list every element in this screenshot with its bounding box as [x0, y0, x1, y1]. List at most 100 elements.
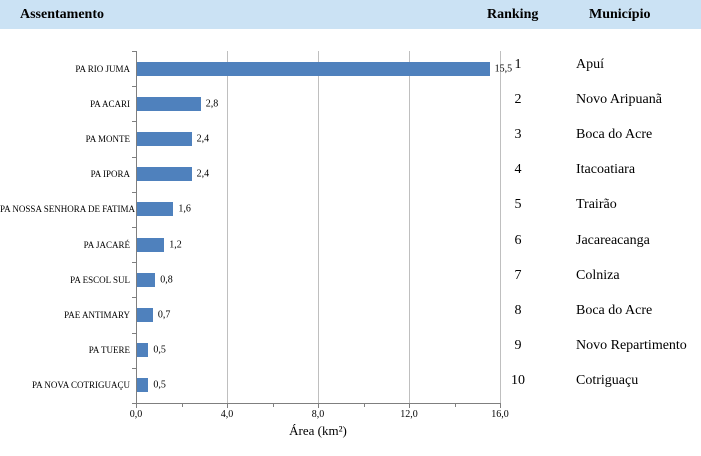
municipio-name: Trairão	[576, 197, 617, 213]
ranking-row: 3 Boca do Acre	[0, 117, 701, 152]
bar-value-label: 2,4	[196, 133, 210, 145]
x-tick-label: 0,0	[129, 409, 143, 420]
gridline	[318, 51, 319, 403]
x-tick-label: 12,0	[400, 409, 418, 420]
bar-row: PAE ANTIMARY 0,7	[0, 297, 701, 332]
ranking-row: 2 Novo Aripuanã	[0, 82, 701, 117]
value-axis-major-tick	[500, 403, 501, 408]
value-axis-major-tick	[227, 403, 228, 408]
category-label: PA RIO JUMA	[75, 63, 130, 74]
bar-row: PA TUERE 0,5	[0, 333, 701, 368]
municipio-name: Apuí	[576, 56, 604, 72]
category-label: PAE ANTIMARY	[64, 309, 130, 320]
gridline	[227, 51, 228, 403]
bar-value-label: 0,5	[153, 379, 166, 391]
municipio-name: Novo Repartimento	[576, 338, 687, 354]
category-axis-tick	[132, 192, 136, 193]
category-label: PA ESCOL SUL	[70, 274, 130, 285]
category-axis-tick	[132, 368, 136, 369]
category-axis-line	[136, 51, 137, 403]
ranking-row: 1 Apuí	[0, 47, 701, 82]
rank-number: 10	[511, 373, 525, 389]
category-label: PA TUERE	[88, 345, 130, 356]
bar-row: PA RIO JUMA 15,5	[0, 51, 701, 86]
category-axis-tick	[132, 227, 136, 228]
bar	[137, 167, 192, 182]
ranking-row: 8 Boca do Acre	[0, 293, 701, 328]
ranking-row: 10 Cotriguaçu	[0, 364, 701, 399]
rank-number: 4	[514, 162, 522, 178]
bar	[137, 343, 149, 358]
ranking-row: 4 Itacoatiara	[0, 153, 701, 188]
municipio-name: Cotriguaçu	[576, 373, 639, 389]
category-label: PA NOVA COTRIGUAÇU	[31, 380, 130, 391]
ranking-row: 6 Jacareacanga	[0, 223, 701, 258]
rank-number: 7	[514, 267, 522, 283]
bar-value-label: 0,7	[157, 309, 171, 321]
ranking-row: 5 Trairão	[0, 188, 701, 223]
ranking-row: 7 Colniza	[0, 258, 701, 293]
category-axis-tick	[132, 333, 136, 334]
bar-value-label: 0,5	[153, 344, 166, 356]
bar-row: PA JACARÉ 1,2	[0, 227, 701, 262]
rank-number: 3	[514, 126, 522, 142]
rank-number: 1	[514, 56, 522, 72]
bar	[137, 202, 174, 217]
header-cell-assentamento: Assentamento	[20, 7, 104, 22]
municipio-name: Itacoatiara	[576, 162, 636, 178]
x-tick-label: 4,0	[220, 409, 234, 420]
bar	[137, 237, 165, 252]
category-axis-tick	[132, 121, 136, 122]
bar-row: PA MONTE 2,4	[0, 121, 701, 156]
category-label: PA NOSSA SENHORA DE FATIMA	[0, 204, 136, 215]
category-axis-tick	[132, 297, 136, 298]
value-axis-major-tick	[318, 403, 319, 408]
bar	[137, 61, 490, 76]
bar	[137, 307, 153, 322]
bar-value-label: 2,4	[196, 168, 210, 180]
value-axis-minor-tick	[363, 403, 365, 407]
value-axis-minor-tick	[272, 403, 274, 407]
category-label: PA JACARÉ	[83, 239, 130, 250]
gridline	[409, 51, 410, 403]
bar	[137, 378, 149, 393]
rank-number: 6	[514, 232, 522, 248]
municipio-name: Boca do Acre	[576, 302, 653, 318]
rank-number: 5	[514, 197, 522, 213]
bar-value-label: 1,2	[169, 239, 182, 251]
bar-value-label: 2,8	[205, 98, 219, 110]
header-cell-ranking: Ranking	[487, 7, 539, 22]
x-axis-title: Área (km²)	[289, 423, 347, 438]
value-axis-minor-tick	[181, 403, 183, 407]
value-axis-minor-tick	[454, 403, 456, 407]
category-label: PA IPORA	[90, 169, 130, 180]
bar-row: PA ACARI 2,8	[0, 86, 701, 121]
municipio-name: Boca do Acre	[576, 126, 653, 142]
bar	[137, 272, 156, 287]
category-axis-tick	[132, 157, 136, 158]
category-label: PA ACARI	[90, 98, 130, 109]
rank-number: 2	[514, 91, 522, 107]
header-cell-municipio: Município	[589, 7, 651, 22]
rank-number: 8	[514, 302, 522, 318]
bar	[137, 96, 201, 111]
ranking-row: 9 Novo Repartimento	[0, 329, 701, 364]
municipio-name: Novo Aripuanã	[576, 91, 662, 107]
gridline	[500, 51, 501, 403]
municipio-name: Colniza	[576, 267, 620, 283]
bar-row: PA NOSSA SENHORA DE FATIMA 1,6	[0, 192, 701, 227]
value-axis-major-tick	[409, 403, 410, 408]
category-axis-tick	[132, 51, 136, 52]
bar-value-label: 0,8	[160, 274, 173, 286]
bar-row: PA NOVA COTRIGUAÇU 0,5	[0, 368, 701, 403]
category-axis-tick	[132, 403, 136, 404]
category-axis-tick	[132, 262, 136, 263]
x-tick-label: 8,0	[311, 409, 325, 420]
value-axis-major-tick	[136, 403, 137, 408]
table-header-band: Assentamento Ranking Município	[0, 0, 701, 29]
bar-value-label: 15,5	[494, 63, 513, 75]
category-axis-tick	[132, 86, 136, 87]
municipio-name: Jacareacanga	[576, 232, 650, 248]
